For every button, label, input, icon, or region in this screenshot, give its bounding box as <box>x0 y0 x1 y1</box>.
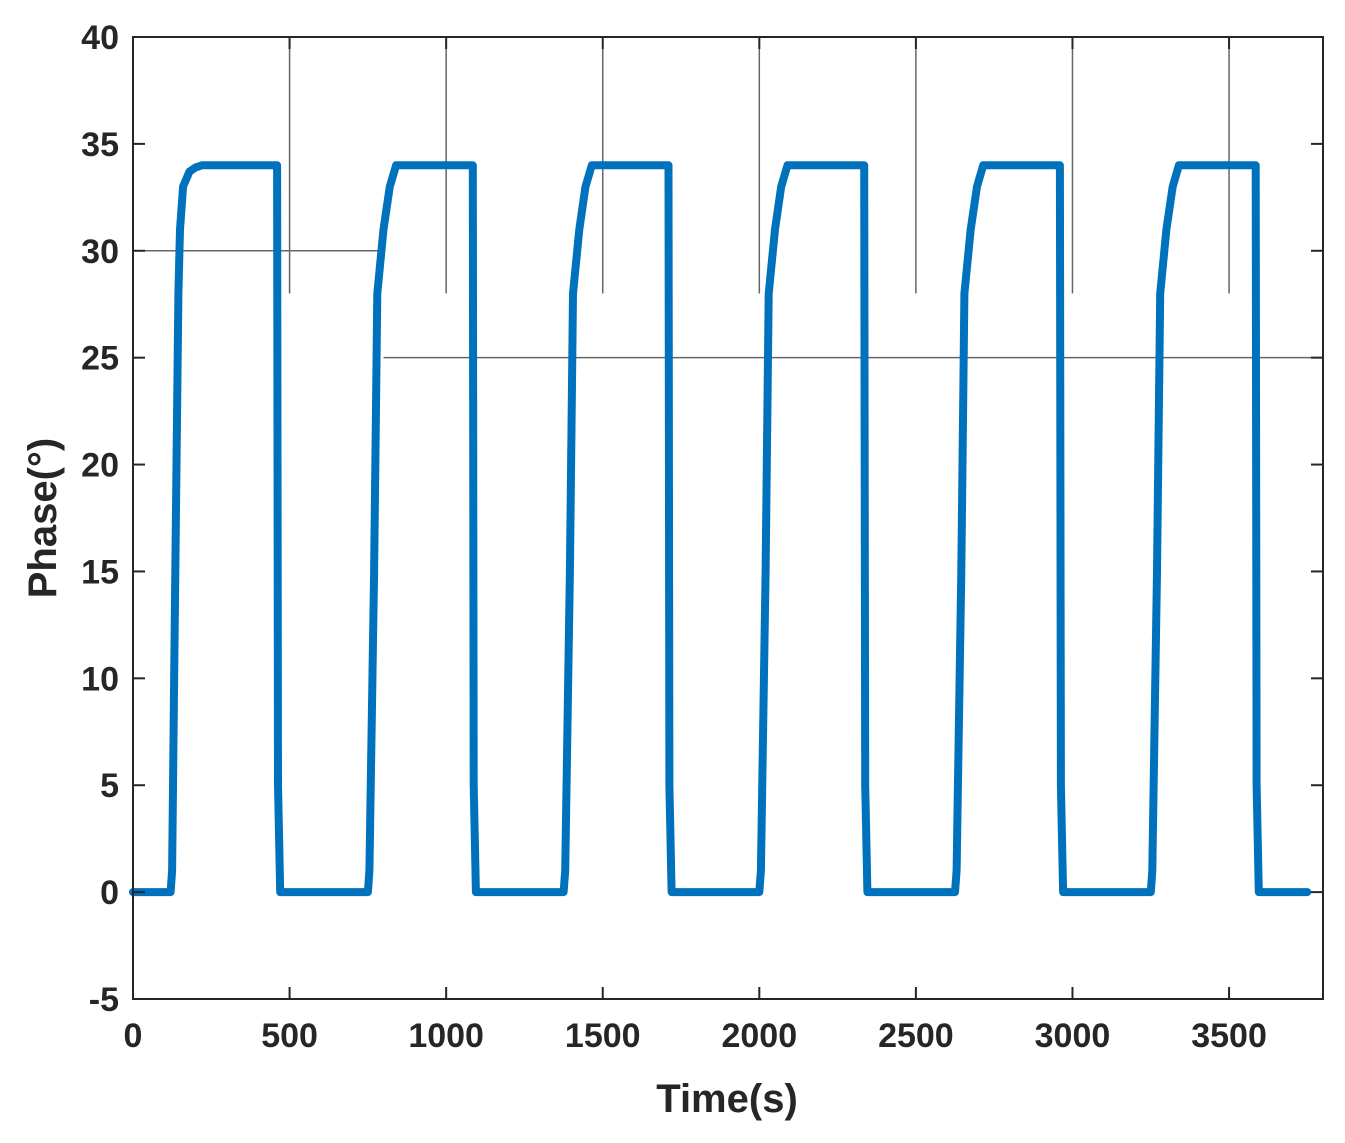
plot-frame <box>132 36 1324 1000</box>
y-tick-label: 20 <box>81 447 119 485</box>
y-tick-label: 25 <box>81 340 119 378</box>
series-line-0 <box>129 161 1312 897</box>
y-tick-label: 10 <box>81 660 119 698</box>
tick-labels: 0 500 1000 1500 2000 2500 3000 3500-50510152025… <box>81 19 1267 1055</box>
data-series <box>129 161 1312 897</box>
y-tick-label: -5 <box>89 981 119 1019</box>
x-tick-label: 2000 <box>721 1017 797 1055</box>
y-tick-label: 30 <box>81 233 119 271</box>
x-tick-label: 3000 <box>1035 1017 1111 1055</box>
x-tick-label: 1000 <box>408 1017 484 1055</box>
x-tick-label: 0 <box>124 1017 143 1055</box>
y-tick-label: 35 <box>81 126 119 164</box>
y-tick-label: 40 <box>81 19 119 57</box>
x-tick-label: 1500 <box>565 1017 641 1055</box>
y-axis-label: Phase(°) <box>21 438 65 599</box>
x-axis-label: Time(s) <box>656 1077 798 1121</box>
axes <box>132 36 1324 1000</box>
annotation-lines <box>133 37 1323 359</box>
x-tick-label: 3500 <box>1191 1017 1267 1055</box>
y-tick-label: 15 <box>81 553 119 591</box>
y-tick-label: 5 <box>100 767 119 805</box>
x-tick-label: 500 <box>261 1017 318 1055</box>
y-tick-label: 0 <box>100 874 119 912</box>
x-tick-label: 2500 <box>878 1017 954 1055</box>
